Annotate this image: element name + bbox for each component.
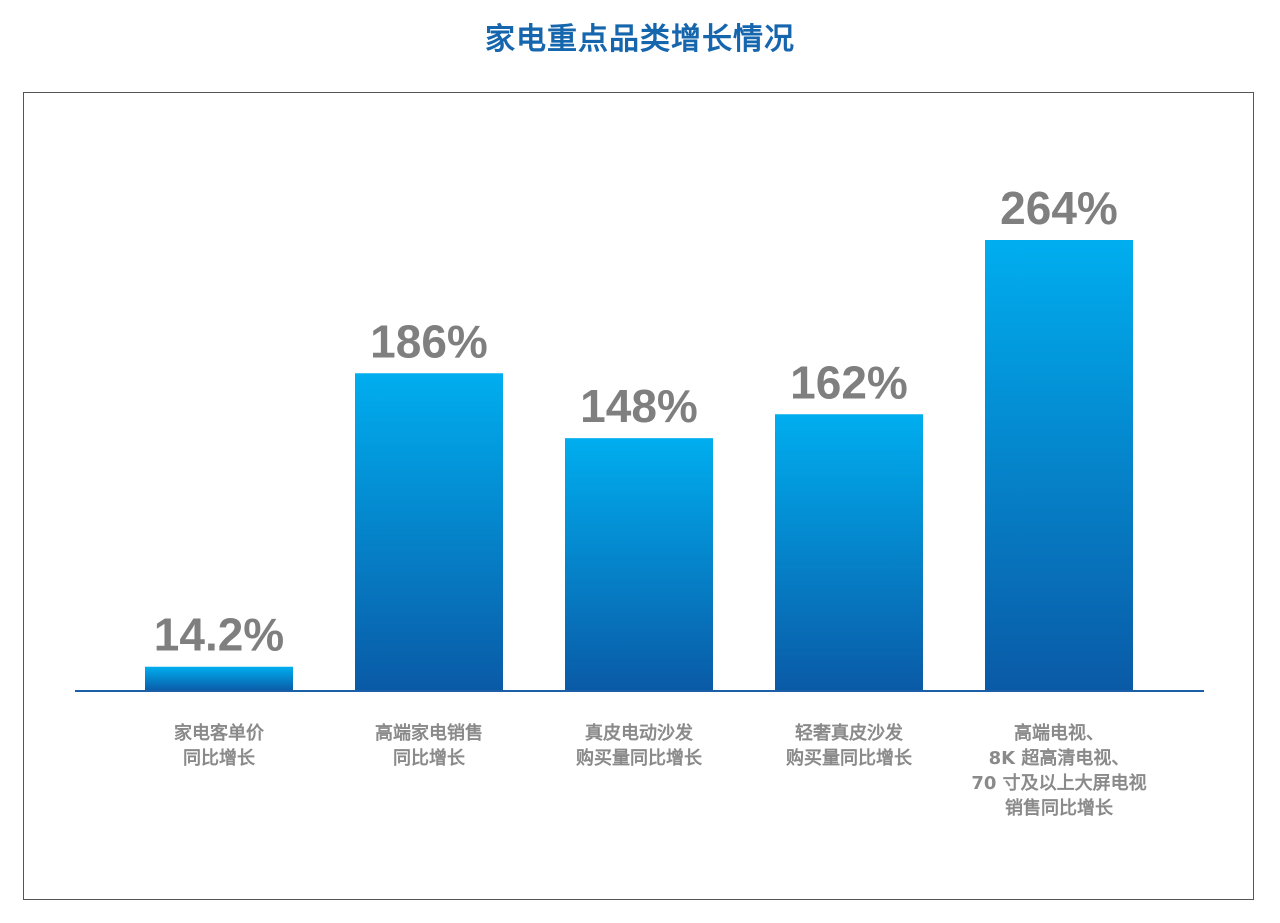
bar-1 [145,666,293,691]
category-label-3-line-2: 购买量同比增长 [576,747,703,769]
category-label-4-line-2: 购买量同比增长 [786,747,913,769]
category-label-4: 轻奢真皮沙发购买量同比增长 [786,722,913,769]
value-label-3: 148% [580,380,698,432]
category-label-1: 家电客单价同比增长 [174,722,265,769]
category-label-4-line-1: 轻奢真皮沙发 [795,722,904,744]
category-label-5-line-1: 高端电视、 [1014,722,1104,744]
category-labels-layer: 家电客单价同比增长高端家电销售同比增长真皮电动沙发购买量同比增长轻奢真皮沙发购买… [174,722,1147,819]
value-label-4: 162% [790,356,908,408]
value-label-5: 264% [1000,182,1118,234]
category-label-1-line-2: 同比增长 [183,747,256,769]
category-label-3: 真皮电动沙发购买量同比增长 [576,722,703,769]
category-label-5-line-3: 70 寸及以上大屏电视 [971,772,1146,794]
category-label-1-line-1: 家电客单价 [174,722,265,744]
chart-frame [23,92,1254,900]
category-label-5: 高端电视、 8K 超高清电视、 70 寸及以上大屏电视销售同比增长 [971,722,1146,819]
bar-5 [985,240,1133,691]
bars-layer [145,240,1133,691]
bar-3 [565,438,713,691]
chart-title: 家电重点品类增长情况 [485,22,795,57]
category-label-2-line-2: 同比增长 [393,747,466,769]
category-label-2: 高端家电销售同比增长 [375,722,483,769]
bar-4 [775,414,923,691]
bar-2 [355,373,503,691]
category-label-3-line-1: 真皮电动沙发 [585,722,694,744]
category-label-2-line-1: 高端家电销售 [375,722,483,744]
value-label-1: 14.2% [154,609,284,661]
category-label-5-line-4: 销售同比增长 [1005,797,1114,819]
category-label-5-line-2: 8K 超高清电视、 [989,747,1130,769]
labels-layer: 14.2% 186% 148% 162% 264% [154,182,1118,661]
value-label-2: 186% [370,315,488,367]
